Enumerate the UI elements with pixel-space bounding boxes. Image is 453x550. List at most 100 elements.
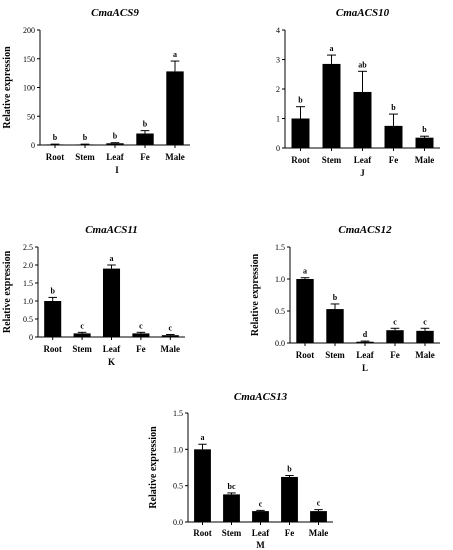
y-tick-label: 2.0 — [23, 261, 33, 270]
panel-label: M — [256, 540, 265, 550]
y-tick-label: 0 — [29, 333, 33, 342]
y-tick-label: 0.0 — [173, 518, 183, 527]
category-label: Fe — [285, 528, 295, 538]
y-tick-label: 0.0 — [275, 339, 285, 348]
significance-label: a — [173, 50, 177, 59]
y-tick-label: 50 — [27, 112, 35, 121]
significance-label: b — [333, 293, 338, 302]
category-label: Fe — [140, 152, 150, 162]
significance-label: c — [169, 323, 173, 332]
y-axis-label: Relative expression — [2, 250, 13, 333]
category-label: Leaf — [106, 152, 124, 162]
significance-label: b — [53, 133, 58, 142]
bar-leaf — [252, 511, 269, 522]
chart-panel-1: CmaACS9 Relative expression 0 50 100 150 200 b R… — [2, 7, 190, 175]
bar-male — [416, 330, 434, 343]
chart-title: CmaACS9 — [91, 7, 139, 19]
panel-label: J — [360, 168, 365, 178]
category-label: Male — [415, 155, 435, 165]
chart-title: CmaACS12 — [338, 224, 392, 236]
y-axis-label: Relative expression — [250, 253, 261, 336]
significance-label: c — [423, 317, 427, 326]
category-label: Root — [296, 350, 315, 360]
bar-root — [44, 301, 62, 337]
significance-label: ab — [358, 60, 367, 69]
panel-label: I — [115, 165, 119, 175]
y-tick-label: 1 — [276, 115, 280, 124]
category-label: Root — [291, 155, 310, 165]
bar-leaf — [353, 91, 372, 148]
bar-root — [46, 144, 64, 146]
category-label: Fe — [390, 350, 400, 360]
chart-title: CmaACS10 — [336, 7, 390, 19]
bar-root — [194, 449, 211, 522]
category-label: Stem — [322, 155, 342, 165]
bar-root — [291, 118, 310, 148]
y-tick-label: 150 — [23, 55, 35, 64]
bar-stem — [73, 333, 91, 337]
category-label: Fe — [136, 344, 146, 354]
bar-male — [166, 71, 184, 145]
y-tick-label: 0 — [31, 141, 35, 150]
y-tick-label: 1.0 — [173, 445, 183, 454]
chart-panel-3: CmaACS11 Relative expression 0 0.5 1.0 1.5 2.0… — [2, 224, 185, 367]
significance-label: c — [393, 317, 397, 326]
y-tick-label: 1.5 — [173, 409, 183, 418]
category-label: Leaf — [356, 350, 374, 360]
bar-fe — [132, 333, 150, 337]
y-tick-label: 1.5 — [23, 279, 33, 288]
bar-stem — [223, 494, 240, 522]
category-label: Male — [415, 350, 435, 360]
significance-label: c — [259, 499, 263, 508]
category-label: Male — [165, 152, 185, 162]
y-tick-label: 0.5 — [173, 482, 183, 491]
category-label: Male — [309, 528, 329, 538]
category-label: Root — [46, 152, 65, 162]
bar-fe — [136, 133, 154, 145]
significance-label: a — [303, 267, 307, 276]
y-tick-label: 100 — [23, 84, 35, 93]
chart-panel-2: CmaACS10 0 1 2 3 4 b Root a Stem ab Leaf b Fe b Male J — [276, 7, 440, 178]
bar-stem — [322, 63, 341, 148]
bar-root — [296, 279, 314, 343]
significance-label: b — [391, 103, 396, 112]
bar-stem — [326, 309, 344, 343]
panel-label: L — [362, 363, 368, 373]
category-label: Stem — [75, 152, 95, 162]
y-axis-label: Relative expression — [2, 46, 13, 129]
y-tick-label: 2 — [276, 85, 280, 94]
significance-label: d — [363, 330, 368, 339]
bar-fe — [384, 125, 403, 148]
significance-label: b — [422, 125, 427, 134]
significance-label: a — [110, 254, 114, 263]
significance-label: b — [287, 464, 292, 473]
significance-label: c — [317, 499, 321, 508]
significance-label: b — [113, 132, 118, 141]
bar-male — [310, 511, 327, 522]
category-label: Leaf — [103, 344, 121, 354]
y-tick-label: 4 — [276, 26, 280, 35]
y-tick-label: 2.5 — [23, 243, 33, 252]
panel-label: K — [108, 357, 115, 367]
significance-label: b — [50, 286, 55, 295]
significance-label: bc — [228, 482, 236, 491]
significance-label: b — [143, 120, 148, 129]
y-tick-label: 0.5 — [275, 307, 285, 316]
bar-leaf — [356, 341, 374, 343]
significance-label: b — [298, 96, 303, 105]
bar-leaf — [106, 143, 124, 145]
category-label: Leaf — [252, 528, 270, 538]
category-label: Leaf — [354, 155, 372, 165]
bar-fe — [281, 476, 298, 522]
bar-stem — [76, 144, 94, 146]
significance-label: c — [80, 321, 84, 330]
category-label: Stem — [222, 528, 242, 538]
y-tick-label: 3 — [276, 56, 280, 65]
significance-label: c — [139, 321, 143, 330]
significance-label: b — [83, 133, 88, 142]
chart-panel-5: CmaACS13 Relative expression 0.0 0.5 1.0 1.5 a… — [148, 391, 333, 550]
category-label: Male — [161, 344, 181, 354]
category-label: Fe — [389, 155, 399, 165]
y-tick-label: 200 — [23, 26, 35, 35]
bar-leaf — [102, 268, 121, 337]
